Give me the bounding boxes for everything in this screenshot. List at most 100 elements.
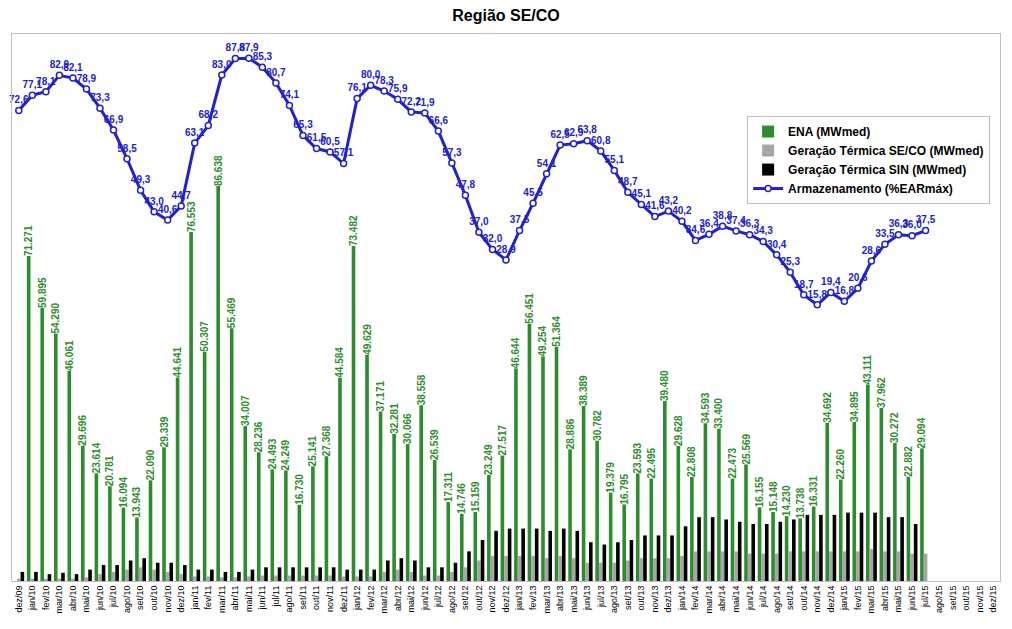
svg-text:65,3: 65,3: [293, 119, 313, 130]
svg-text:17.311: 17.311: [443, 472, 454, 502]
svg-text:out/13: out/13: [636, 586, 646, 611]
svg-text:51.364: 51.364: [551, 316, 562, 347]
svg-text:26.539: 26.539: [429, 429, 440, 460]
svg-text:78,1: 78,1: [36, 76, 56, 87]
svg-text:80,7: 80,7: [266, 67, 286, 78]
svg-text:mai/10: mai/10: [81, 586, 91, 613]
svg-text:jun/11: jun/11: [257, 586, 267, 611]
svg-text:72,6: 72,6: [9, 94, 29, 105]
svg-text:jul/12: jul/12: [433, 586, 443, 609]
svg-text:16.094: 16.094: [118, 477, 129, 508]
svg-text:16.795: 16.795: [619, 473, 630, 504]
svg-text:set/15: set/15: [948, 586, 958, 611]
svg-text:15.148: 15.148: [768, 481, 779, 512]
svg-text:jan/13: jan/13: [514, 586, 524, 612]
svg-text:62,9: 62,9: [564, 127, 584, 138]
svg-text:set/14: set/14: [785, 586, 795, 611]
svg-text:fev/13: fev/13: [528, 586, 538, 611]
svg-text:57,1: 57,1: [334, 147, 354, 158]
svg-text:16.331: 16.331: [808, 476, 819, 507]
svg-text:77,1: 77,1: [23, 79, 43, 90]
svg-text:68,2: 68,2: [199, 109, 219, 120]
svg-text:45,1: 45,1: [632, 188, 652, 199]
svg-text:87,9: 87,9: [239, 42, 259, 53]
svg-text:mai/11: mai/11: [244, 586, 254, 612]
svg-text:jun/10: jun/10: [95, 586, 105, 612]
svg-text:abr/15: abr/15: [880, 586, 890, 612]
svg-text:14.746: 14.746: [456, 483, 467, 514]
svg-text:dez/11: dez/11: [339, 586, 349, 612]
svg-text:jun/13: jun/13: [582, 586, 592, 612]
svg-text:22.495: 22.495: [646, 447, 657, 478]
svg-text:62,5: 62,5: [550, 129, 570, 140]
svg-text:ago/11: ago/11: [284, 586, 294, 613]
svg-text:78,9: 78,9: [77, 73, 97, 84]
svg-text:71.271: 71.271: [23, 225, 34, 256]
svg-text:jul/15: jul/15: [920, 586, 930, 609]
svg-text:13.738: 13.738: [795, 487, 806, 518]
svg-text:78,3: 78,3: [374, 75, 394, 86]
svg-text:out/14: out/14: [799, 586, 809, 611]
svg-text:mar/12: mar/12: [379, 586, 389, 614]
svg-text:fev/11: fev/11: [203, 586, 213, 610]
svg-text:28.236: 28.236: [253, 421, 264, 452]
svg-text:83,0: 83,0: [212, 59, 232, 70]
svg-text:44.584: 44.584: [334, 347, 345, 378]
svg-text:76,1: 76,1: [347, 82, 367, 93]
svg-text:22.808: 22.808: [686, 446, 697, 477]
svg-text:jun/14: jun/14: [745, 586, 755, 612]
svg-text:34,6: 34,6: [686, 224, 706, 235]
svg-text:45,5: 45,5: [523, 187, 543, 198]
svg-text:54.290: 54.290: [50, 303, 61, 334]
svg-text:dez/10: dez/10: [176, 586, 186, 613]
svg-text:ago/14: ago/14: [772, 586, 782, 614]
svg-text:13.943: 13.943: [131, 486, 142, 517]
svg-text:20.781: 20.781: [104, 455, 115, 486]
svg-text:80,0: 80,0: [361, 69, 381, 80]
svg-text:33.400: 33.400: [713, 398, 724, 429]
svg-text:Geração Térmica SIN (MWmed): Geração Térmica SIN (MWmed): [788, 163, 966, 177]
svg-text:nov/14: nov/14: [812, 586, 822, 613]
svg-text:29.696: 29.696: [77, 415, 88, 446]
svg-text:ENA (MWmed): ENA (MWmed): [788, 125, 870, 139]
svg-text:75,9: 75,9: [388, 83, 408, 94]
svg-text:nov/12: nov/12: [487, 586, 497, 613]
svg-text:38.558: 38.558: [416, 374, 427, 405]
svg-text:29.094: 29.094: [916, 417, 927, 448]
svg-text:out/10: out/10: [149, 586, 159, 611]
svg-text:43,2: 43,2: [659, 195, 679, 206]
svg-text:nov/11: nov/11: [325, 586, 335, 612]
svg-text:mar/14: mar/14: [704, 586, 714, 614]
svg-text:jan/14: jan/14: [677, 586, 687, 612]
svg-text:27.368: 27.368: [321, 425, 332, 456]
svg-text:34,3: 34,3: [753, 225, 773, 236]
svg-text:Armazenamento (%EARmáx): Armazenamento (%EARmáx): [788, 182, 953, 196]
svg-text:mai/14: mai/14: [731, 586, 741, 613]
svg-text:60,5: 60,5: [320, 136, 340, 147]
svg-text:73.482: 73.482: [348, 215, 359, 246]
svg-text:jun/12: jun/12: [420, 586, 430, 612]
svg-text:47,8: 47,8: [456, 179, 476, 190]
svg-text:28,6: 28,6: [862, 245, 882, 256]
svg-text:87,8: 87,8: [226, 42, 246, 53]
svg-text:32,0: 32,0: [483, 233, 503, 244]
svg-text:dez/09: dez/09: [14, 586, 24, 613]
svg-text:27.517: 27.517: [497, 425, 508, 456]
svg-text:ago/12: ago/12: [447, 586, 457, 614]
svg-text:abr/13: abr/13: [555, 586, 565, 612]
svg-text:44.641: 44.641: [172, 346, 183, 377]
svg-text:66,6: 66,6: [429, 115, 449, 126]
svg-text:jan/12: jan/12: [352, 586, 362, 612]
svg-text:71,9: 71,9: [415, 97, 435, 108]
svg-text:82,1: 82,1: [63, 62, 83, 73]
svg-text:jul/13: jul/13: [596, 586, 606, 609]
svg-text:55,1: 55,1: [605, 154, 625, 165]
svg-text:63,1: 63,1: [185, 127, 205, 138]
svg-text:ago/15: ago/15: [934, 586, 944, 614]
svg-text:24.493: 24.493: [267, 438, 278, 469]
svg-text:30,4: 30,4: [767, 239, 787, 250]
svg-text:set/12: set/12: [460, 586, 470, 611]
svg-text:54,1: 54,1: [537, 158, 557, 169]
svg-text:23.249: 23.249: [483, 444, 494, 475]
svg-text:43,0: 43,0: [144, 196, 164, 207]
